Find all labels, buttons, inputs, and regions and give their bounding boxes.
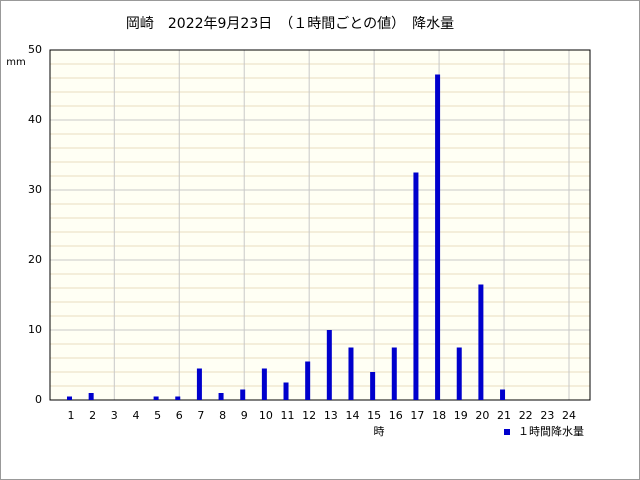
bar <box>326 330 332 400</box>
bar <box>500 389 506 400</box>
plot-border <box>49 49 591 401</box>
x-tick-label: 8 <box>219 409 226 422</box>
bar <box>153 396 159 400</box>
x-tick-label: 21 <box>497 409 511 422</box>
bar <box>88 393 94 400</box>
x-tick-label: 18 <box>432 409 446 422</box>
x-tick-label: 13 <box>324 409 338 422</box>
x-tick-label: 1 <box>68 409 75 422</box>
bar <box>175 396 181 400</box>
x-tick-label: 15 <box>367 409 381 422</box>
x-tick-label: 16 <box>389 409 403 422</box>
y-tick-label: 40 <box>28 113 42 126</box>
x-tick-label: 3 <box>111 409 118 422</box>
chart-title: 岡崎 2022年9月23日 （１時間ごとの値） 降水量 <box>126 16 454 32</box>
y-axis-label: mm <box>6 57 25 68</box>
bar <box>348 347 354 400</box>
bar <box>67 396 72 400</box>
x-tick-label: 2 <box>89 409 96 422</box>
bar <box>283 382 289 400</box>
legend-swatch <box>504 429 510 435</box>
x-tick-label: 24 <box>562 409 576 422</box>
y-tick-label: 30 <box>28 183 42 196</box>
x-tick-label: 7 <box>197 409 204 422</box>
x-tick-label: 10 <box>259 409 273 422</box>
y-tick-label: 50 <box>28 43 42 56</box>
bar <box>456 347 462 400</box>
x-tick-label: 12 <box>302 409 316 422</box>
x-tick-label: 4 <box>132 409 139 422</box>
bar <box>435 74 441 400</box>
x-tick-label: 23 <box>540 409 554 422</box>
x-tick-label: 20 <box>475 409 489 422</box>
x-axis-label: 時 <box>374 425 385 438</box>
x-tick-label: 11 <box>281 409 295 422</box>
bar <box>240 389 246 400</box>
x-tick-label: 6 <box>176 409 183 422</box>
bar <box>261 368 267 400</box>
x-tick-label: 5 <box>154 409 161 422</box>
y-tick-label: 0 <box>35 393 42 406</box>
x-tick-label: 9 <box>241 409 248 422</box>
y-tick-label: 10 <box>28 323 42 336</box>
bar <box>478 284 484 400</box>
bar <box>218 393 224 400</box>
bar <box>413 172 419 400</box>
y-tick-label: 20 <box>28 253 42 266</box>
legend-label: １時間降水量 <box>518 424 584 438</box>
x-tick-label: 22 <box>519 409 533 422</box>
x-tick-label: 14 <box>345 409 359 422</box>
bar <box>196 368 202 400</box>
bar <box>305 361 311 400</box>
plot-area <box>50 50 590 400</box>
bar <box>391 347 397 400</box>
x-tick-label: 19 <box>454 409 468 422</box>
x-tick-label: 17 <box>410 409 424 422</box>
bar <box>370 372 376 400</box>
